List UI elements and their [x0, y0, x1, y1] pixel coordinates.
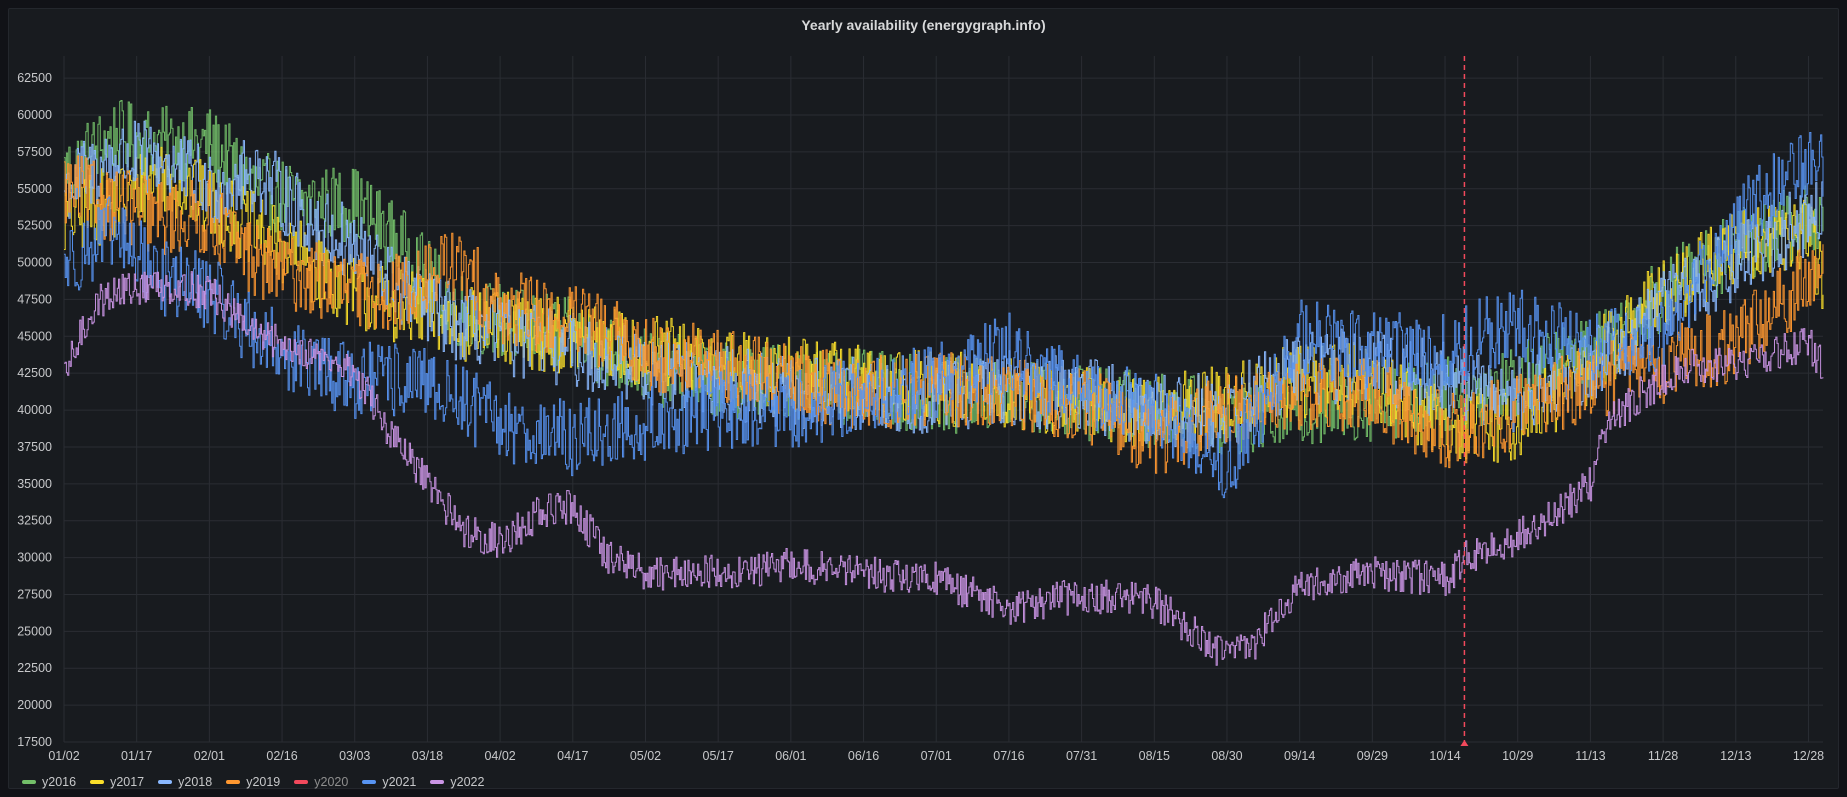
series-line-y2022[interactable] [64, 271, 1824, 666]
grid [63, 56, 1823, 743]
x-tick-label: 06/16 [848, 749, 879, 763]
x-tick-label: 02/01 [194, 749, 225, 763]
x-tick-label: 06/01 [775, 749, 806, 763]
y-tick-label: 30000 [17, 551, 52, 565]
y-tick-label: 45000 [17, 329, 52, 343]
y-tick-label: 37500 [17, 440, 52, 454]
legend-item-y2022[interactable]: y2022 [430, 775, 484, 789]
x-tick-label: 07/31 [1066, 749, 1097, 763]
x-tick-label: 03/03 [339, 749, 370, 763]
x-axis: 01/02 01/17 02/01 02/16 03/03 03/18 04/02 04/17… [48, 749, 1824, 763]
x-tick-label: 07/01 [921, 749, 952, 763]
x-tick-label: 07/16 [993, 749, 1024, 763]
x-tick-label: 03/18 [412, 749, 443, 763]
y-tick-label: 22500 [17, 661, 52, 675]
legend-label: y2019 [246, 775, 281, 789]
y-tick-label: 57500 [17, 145, 52, 159]
legend-swatch [22, 780, 36, 784]
y-tick-label: 35000 [17, 477, 52, 491]
legend-label: y2017 [110, 775, 145, 789]
legend-item-y2019[interactable]: y2019 [226, 775, 280, 789]
y-tick-label: 60000 [17, 108, 52, 122]
x-tick-label: 10/29 [1502, 749, 1533, 763]
legend-swatch [158, 780, 173, 784]
x-tick-label: 08/15 [1139, 749, 1170, 763]
legend-swatch [430, 780, 445, 784]
y-tick-label: 25000 [17, 624, 52, 638]
x-tick-label: 01/02 [48, 749, 79, 763]
y-tick-label: 42500 [17, 366, 52, 380]
series-group [64, 100, 1824, 666]
y-tick-label: 47500 [17, 292, 52, 306]
x-tick-label: 12/13 [1720, 749, 1751, 763]
x-tick-label: 05/02 [630, 749, 661, 763]
y-tick-label: 27500 [17, 587, 52, 601]
legend-item-y2021[interactable]: y2021 [362, 775, 416, 789]
marker-triangle [1460, 740, 1469, 746]
x-tick-label: 04/02 [484, 749, 515, 763]
legend-label: y2022 [450, 775, 485, 789]
legend-swatch [294, 780, 309, 784]
current-day-marker [1460, 56, 1469, 746]
legend-label: y2020 [314, 775, 349, 789]
y-tick-label: 32500 [17, 514, 52, 528]
x-tick-label: 08/30 [1211, 749, 1242, 763]
x-tick-label: 12/28 [1793, 749, 1824, 763]
x-tick-label: 11/13 [1575, 749, 1605, 763]
y-tick-label: 40000 [17, 403, 52, 417]
legend-swatch [362, 780, 377, 784]
chart-title: Yearly availability (energygraph.info) [801, 17, 1046, 33]
legend-item-y2020[interactable]: y2020 [294, 775, 348, 789]
x-tick-label: 09/14 [1284, 749, 1315, 763]
legend-label: y2016 [42, 775, 77, 789]
legend-label: y2018 [178, 775, 213, 789]
legend: y2016 y2017 y2018 y2019 y2020 y2021 y2022 [22, 775, 484, 789]
x-tick-label: 02/16 [266, 749, 297, 763]
x-tick-label: 01/17 [121, 749, 152, 763]
series-line-y2021[interactable] [64, 132, 1824, 499]
y-axis: 17500 20000 22500 25000 27500 30000 32500 35000… [17, 71, 52, 749]
y-tick-label: 62500 [17, 71, 52, 85]
x-tick-label: 11/28 [1648, 749, 1678, 763]
x-tick-label: 09/29 [1357, 749, 1388, 763]
y-tick-label: 20000 [17, 698, 52, 712]
legend-item-y2018[interactable]: y2018 [158, 775, 212, 789]
x-tick-label: 05/17 [703, 749, 734, 763]
legend-swatch [226, 780, 241, 784]
y-tick-label: 52500 [17, 219, 52, 233]
series-line-y2019[interactable] [64, 155, 1824, 474]
legend-item-y2017[interactable]: y2017 [90, 775, 144, 789]
legend-swatch [90, 780, 105, 784]
x-tick-label: 10/14 [1429, 749, 1460, 763]
series-line-y2018[interactable] [64, 120, 1824, 449]
legend-item-y2016[interactable]: y2016 [22, 775, 76, 789]
y-tick-label: 55000 [17, 182, 52, 196]
y-tick-label: 17500 [17, 735, 52, 749]
y-tick-label: 50000 [17, 256, 52, 270]
legend-label: y2021 [382, 775, 417, 789]
x-tick-label: 04/17 [557, 749, 588, 763]
